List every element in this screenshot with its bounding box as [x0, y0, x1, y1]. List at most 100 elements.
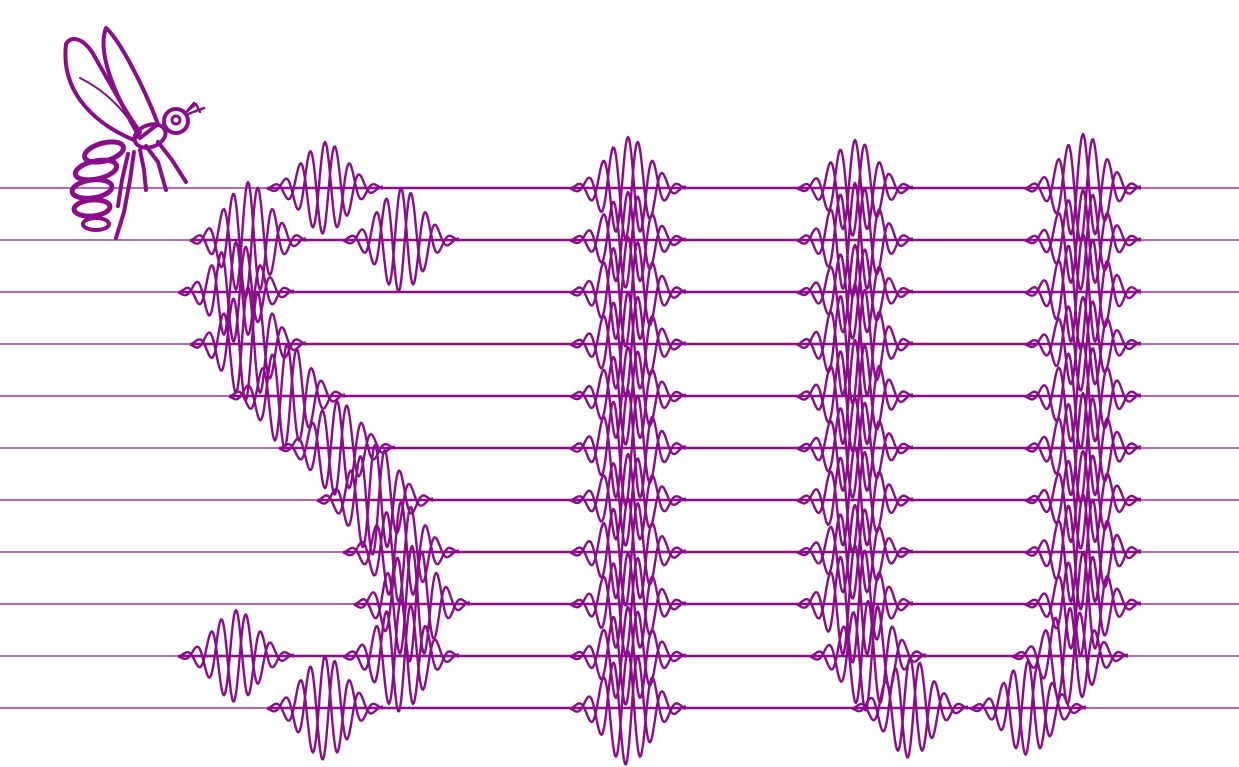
wave-packet-trace: [353, 544, 471, 655]
wave-packet: [316, 443, 434, 556]
wave-packet-trace: [569, 610, 687, 706]
wave-packet: [569, 135, 687, 240]
wave-packet-trace: [353, 550, 471, 663]
wave-packet-trace: [969, 659, 1087, 750]
wave-packet-trace: [189, 291, 307, 402]
mosquito-leg: [156, 140, 188, 184]
wave-packet-trace: [1024, 550, 1142, 650]
wave-packet: [569, 496, 687, 607]
wave-packet: [342, 598, 460, 713]
wave-packet-trace: [316, 443, 434, 549]
wave-packet: [796, 243, 914, 340]
wave-packet-trace: [177, 613, 295, 703]
wave-packet: [278, 399, 396, 496]
wave-packet-trace: [1024, 454, 1142, 550]
wave-packet-trace: [342, 505, 460, 603]
wave-packet-trace: [796, 508, 914, 600]
wave-packet-trace: [1024, 498, 1142, 611]
wave-packet-trace: [796, 248, 914, 340]
wave-packet-trace: [569, 241, 687, 348]
wave-packet-trace: [569, 195, 687, 289]
wave-packet-trace: [569, 350, 687, 446]
wave-packet: [1024, 232, 1142, 351]
wave-packet: [189, 285, 307, 402]
wave-packet-trace: [1024, 300, 1142, 392]
wave-packet-trace: [851, 656, 969, 752]
wave-packet-trace: [1024, 138, 1142, 243]
wave-packet: [796, 338, 914, 453]
wave-packet-trace: [569, 388, 687, 499]
wave-packet-trace: [796, 243, 914, 334]
wave-packet-trace: [569, 394, 687, 507]
wave-packet-trace: [342, 186, 460, 286]
mosquito-eye: [170, 114, 182, 126]
wave-packet-trace: [569, 605, 687, 700]
wave-packet-trace: [796, 503, 914, 594]
wave-packet-trace: [569, 452, 687, 541]
wave-packet: [1024, 492, 1142, 611]
wave-packet-trace: [796, 181, 914, 290]
wave-packet: [1011, 606, 1129, 705]
wave-packet-trace: [177, 240, 295, 336]
wave-row: [0, 443, 1239, 556]
wave-packet: [228, 342, 346, 449]
wave-packet: [969, 659, 1087, 756]
wave-packet-trace: [796, 143, 914, 237]
wave-packet: [342, 500, 460, 603]
wave-packet-trace: [569, 235, 687, 341]
wave-packet-trace: [278, 404, 396, 496]
wave-packet-trace: [266, 654, 384, 754]
wave-row: [0, 132, 1239, 243]
wave-packet-trace: [569, 295, 687, 397]
wave-packet: [569, 190, 687, 289]
wave-packet-trace: [569, 556, 687, 656]
wave-packet-trace: [796, 396, 914, 492]
wave-row: [0, 282, 1239, 405]
wave-packet-trace: [1024, 341, 1142, 443]
wave-packet: [266, 654, 384, 761]
wave-row: [0, 338, 1239, 453]
wave-packet-trace: [569, 496, 687, 600]
wave-packet-trace: [851, 661, 969, 759]
wave-packet: [796, 138, 914, 237]
wave-packet: [353, 544, 471, 663]
wave-packet: [177, 240, 295, 343]
mosquito-icon: [63, 26, 206, 240]
wave-packet-trace: [1011, 611, 1129, 705]
wave-packet-trace: [569, 290, 687, 390]
wave-packet: [796, 396, 914, 499]
wave-packet: [1024, 295, 1142, 392]
wave-packet-trace: [796, 138, 914, 231]
wave-row: [0, 388, 1239, 507]
wave-packet-trace: [796, 288, 914, 405]
wave-packet-trace: [1024, 492, 1142, 603]
wave-packet-trace: [177, 608, 295, 697]
mosquito-leg: [144, 144, 168, 192]
wave-packet-trace: [796, 451, 914, 554]
wave-packet-trace: [1024, 555, 1142, 657]
wave-packet-trace: [342, 500, 460, 596]
wave-packet-trace: [189, 180, 307, 291]
wave-packet-trace: [796, 344, 914, 453]
wave-packet-trace: [796, 445, 914, 547]
wave-packet: [1024, 341, 1142, 450]
wave-packet: [569, 452, 687, 547]
wave-packet: [177, 608, 295, 703]
wave-rows: [0, 132, 1239, 766]
wave-packet-trace: [569, 457, 687, 547]
wave-packet-trace: [569, 345, 687, 440]
mosquito-head: [162, 107, 190, 135]
wave-row: [0, 492, 1239, 611]
wave-row: [0, 543, 1239, 664]
wave-packet-trace: [1024, 188, 1142, 284]
wave-packet: [796, 282, 914, 405]
wave-packet-trace: [266, 140, 384, 229]
wave-packet-trace: [569, 190, 687, 283]
wave-packet-trace: [1024, 193, 1142, 291]
wave-packet-trace: [569, 655, 687, 766]
mosquito-proboscis: [186, 101, 196, 112]
wave-packet: [266, 140, 384, 235]
wave-packet: [569, 235, 687, 348]
wave-packet-trace: [569, 551, 687, 649]
